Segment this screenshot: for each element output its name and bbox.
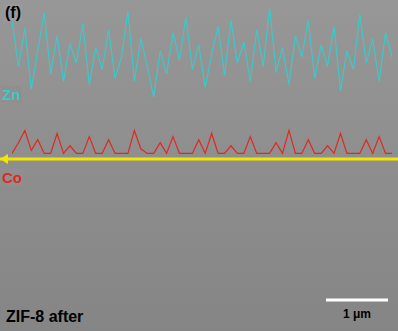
- plot-area: [12, 8, 392, 153]
- label-patch: [1, 169, 23, 186]
- label-patch: [1, 86, 21, 103]
- caption: ZIF-8 after: [6, 308, 83, 325]
- scan-arrow: [0, 154, 8, 164]
- eds-line-co: [12, 130, 392, 153]
- panel-label: (f): [5, 4, 21, 21]
- scan-line: [0, 158, 398, 161]
- label-patch: [4, 4, 22, 21]
- scale-bar: [326, 299, 388, 302]
- element-label: Zn: [2, 86, 20, 103]
- scale-bar-label: 1 μm: [343, 307, 371, 321]
- eds-line-zn: [12, 8, 392, 97]
- element-label: Co: [2, 169, 22, 186]
- micrograph: [0, 0, 398, 331]
